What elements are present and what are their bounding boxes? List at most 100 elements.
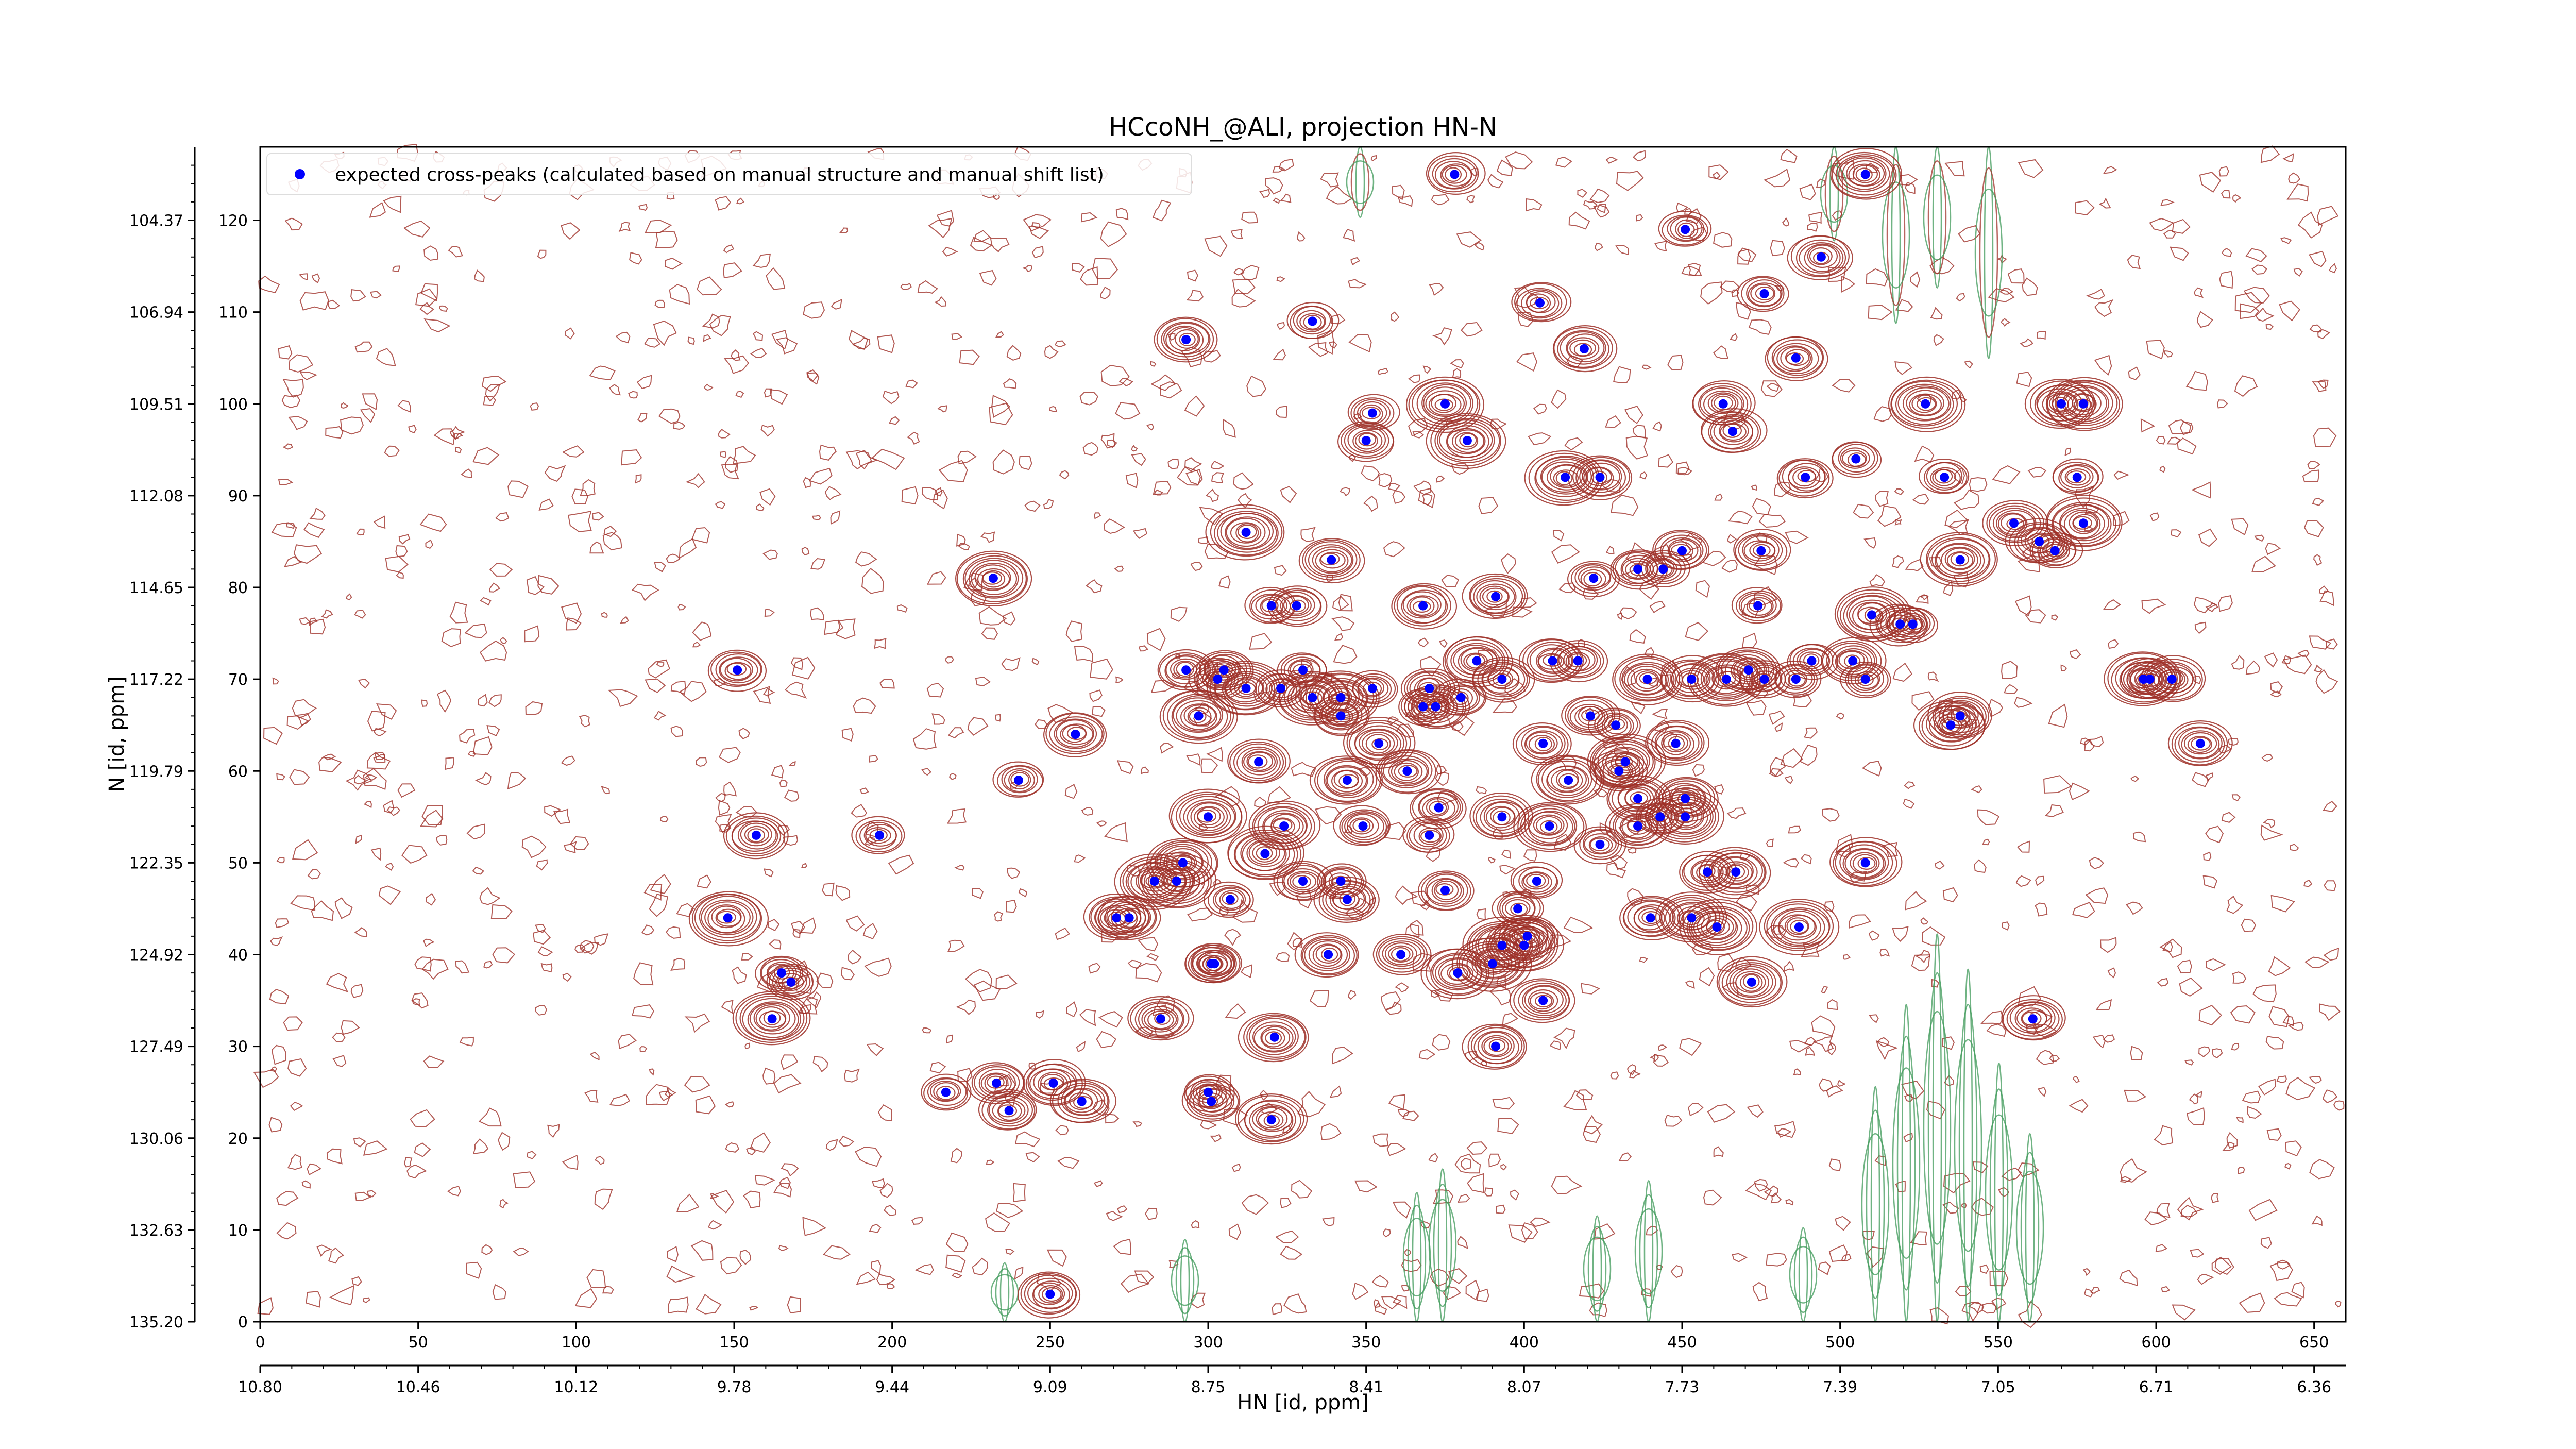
noise-contour [1404, 1249, 1412, 1256]
noise-contour [2236, 1117, 2244, 1123]
noise-contour [492, 947, 516, 964]
peak-contour [766, 964, 819, 1000]
peak-contour [1541, 760, 1592, 799]
peak-contour [778, 973, 804, 991]
noise-contour [1392, 1201, 1411, 1219]
peak-contour [1362, 681, 1382, 697]
noise-contour [864, 957, 892, 977]
peak-contour [1434, 161, 1472, 189]
peak-contour [1776, 458, 1834, 499]
peak-contour [1674, 807, 1699, 827]
noise-contour [2265, 1035, 2284, 1050]
noise-contour [1135, 963, 1162, 983]
noise-contour [2090, 1286, 2100, 1294]
noise-contour [629, 252, 642, 265]
noise-contour [1439, 639, 1448, 648]
noise-contour [570, 836, 589, 850]
noise-contour [869, 755, 878, 763]
noise-contour [278, 345, 293, 360]
artifact-contour [1350, 153, 1370, 211]
expected-peak-marker [1908, 619, 1918, 629]
noise-contour [2064, 447, 2072, 456]
noise-contour [299, 617, 311, 625]
peak-contour [1299, 313, 1326, 331]
noise-contour [1828, 1158, 1841, 1172]
artifact-contour [1634, 1208, 1663, 1294]
peak-contour [1950, 552, 1970, 567]
peak-contour [1434, 418, 1500, 463]
noise-contour [1373, 1299, 1380, 1308]
noise-contour [579, 715, 590, 728]
peak-contour [1090, 898, 1142, 936]
noise-contour [1120, 1273, 1150, 1293]
x-index-tick-label: 150 [719, 1334, 749, 1352]
noise-contour [1225, 1003, 1246, 1019]
noise-contour [1568, 211, 1590, 230]
noise-contour [1752, 1282, 1768, 1302]
peak-contour [1594, 752, 1644, 789]
peak-contour [1322, 881, 1374, 919]
noise-contour [1241, 1194, 1269, 1215]
noise-contour [1526, 198, 1543, 212]
noise-contour [298, 713, 311, 726]
peak-contour [1420, 830, 1441, 843]
noise-contour [258, 275, 280, 293]
peak-contour [1194, 806, 1225, 829]
noise-contour [1115, 402, 1141, 420]
noise-contour [1044, 345, 1059, 359]
expected-peak-marker [1358, 821, 1368, 831]
peak-contour [1185, 1075, 1231, 1108]
noise-contour [1875, 1040, 1899, 1060]
noise-contour [2218, 166, 2229, 177]
noise-contour [321, 609, 333, 619]
noise-contour [1944, 161, 1965, 177]
artifact-contour [1892, 1067, 1921, 1259]
noise-contour [299, 371, 318, 380]
peak-contour [1511, 282, 1572, 323]
peak-contour [1169, 327, 1200, 351]
noise-contour [1869, 930, 1880, 941]
noise-contour [472, 736, 493, 755]
noise-contour [1450, 359, 1464, 369]
noise-contour [666, 926, 681, 939]
noise-contour [2156, 436, 2166, 445]
noise-contour [882, 391, 900, 405]
noise-contour [1492, 828, 1503, 839]
noise-contour [1808, 211, 1823, 224]
peak-contour [1746, 597, 1772, 616]
noise-contour [1292, 937, 1303, 948]
noise-contour [769, 939, 782, 950]
expected-peak-marker [1434, 803, 1444, 813]
noise-contour [1874, 612, 1884, 624]
peak-contour [1995, 510, 2035, 537]
noise-contour [316, 1244, 332, 1257]
peak-contour [2031, 534, 2077, 566]
peak-contour [1835, 648, 1872, 675]
noise-contour [1186, 290, 1204, 302]
noise-contour [1059, 470, 1070, 480]
peak-contour [1891, 381, 1958, 427]
peak-contour [1408, 379, 1481, 430]
peak-contour [1574, 564, 1612, 591]
noise-contour [945, 1254, 966, 1273]
noise-contour [655, 230, 678, 248]
noise-contour [2124, 1089, 2147, 1102]
peak-contour [1032, 1280, 1071, 1310]
peak-contour [1521, 289, 1560, 317]
noise-contour [270, 936, 283, 946]
noise-contour [1153, 480, 1172, 495]
expected-peak-marker [1308, 316, 1317, 326]
noise-contour [2043, 775, 2072, 794]
noise-contour [718, 800, 731, 816]
peak-contour [1302, 540, 1361, 581]
noise-contour [574, 1288, 598, 1308]
expected-peak-marker [1759, 289, 1769, 298]
y-index-tick-label: 120 [218, 212, 248, 230]
noise-contour [2312, 380, 2327, 392]
peak-contour [1553, 327, 1613, 369]
y-ppm-tick-label: 112.08 [129, 487, 183, 506]
noise-contour [810, 607, 824, 620]
noise-contour [414, 1142, 431, 1157]
noise-contour [472, 866, 484, 875]
noise-contour [2252, 984, 2277, 1003]
